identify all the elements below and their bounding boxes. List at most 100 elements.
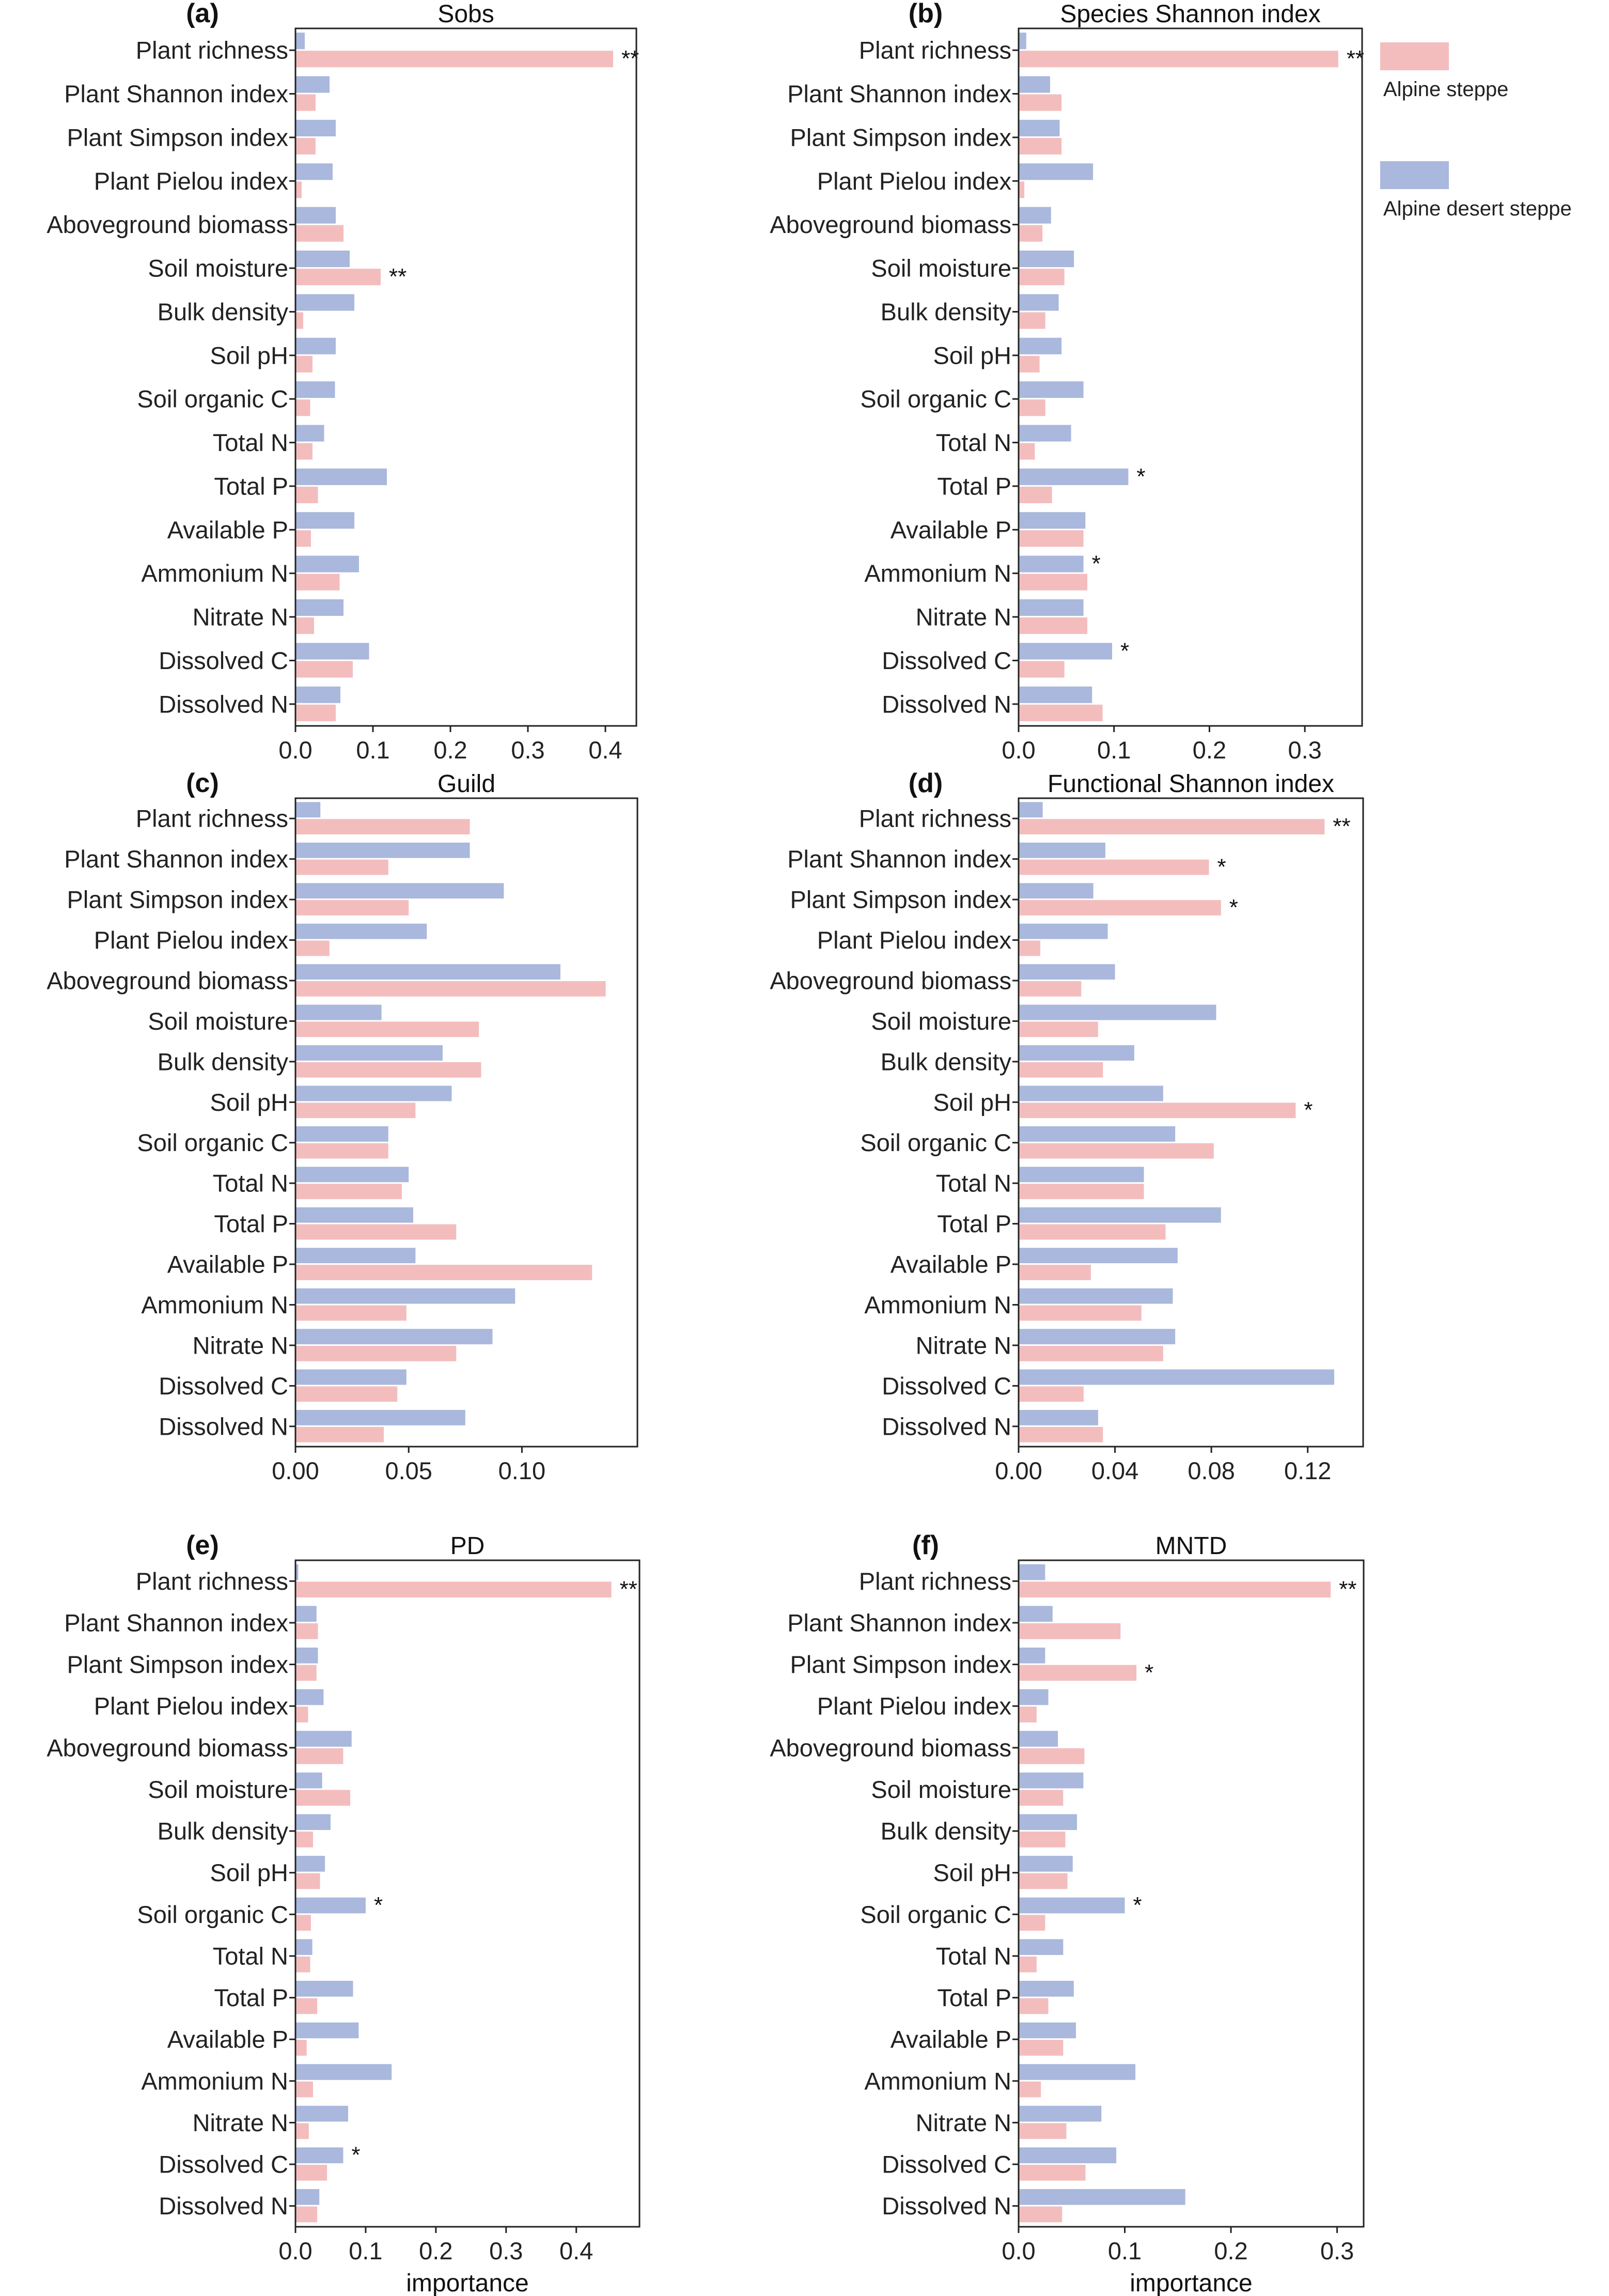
panel-c: Plant richness Plant Shannon index Plant S… [46,768,638,1484]
bar-b-desert-13 [1019,599,1084,616]
ylabel-e-6: Bulk density [158,1818,289,1845]
bar-d-steppe-1 [1019,859,1209,875]
ylabel-c-5: Soil moisture [148,1007,288,1035]
bar-e-desert-8 [295,1897,366,1914]
ylabel-f-2: Plant Simpson index [790,1651,1011,1678]
ylabel-a-10: Total P [214,472,288,500]
xlabel-e: importance [406,2270,528,2296]
xticklabel-c-0: 0.00 [272,1457,319,1484]
bar-f-steppe-11 [1019,2040,1064,2056]
xticklabel-a-4: 0.4 [588,736,622,764]
bar-c-desert-13 [295,1329,493,1344]
bar-f-desert-7 [1019,1856,1073,1872]
ylabel-a-14: Dissolved C [159,647,288,674]
bar-f-steppe-8 [1019,1915,1045,1931]
bar-e-steppe-1 [295,1623,318,1639]
bar-d-steppe-4 [1019,981,1082,997]
bar-d-desert-1 [1019,842,1105,858]
bar-f-steppe-7 [1019,1873,1068,1889]
ylabel-c-6: Bulk density [158,1048,289,1075]
bar-e-desert-0 [295,1564,299,1580]
ylabel-b-12: Ammonium N [864,560,1011,587]
ylabel-f-4: Aboveground biomass [770,1734,1011,1761]
frame-d [1018,797,1364,1448]
bar-f-desert-4 [1019,1731,1058,1747]
bar-a-steppe-1 [295,94,316,111]
sig-b-14: * [1120,638,1129,663]
xticklabel-d-0: 0.00 [995,1457,1042,1484]
ylabel-c-0: Plant richness [136,805,288,832]
bar-a-desert-4 [295,207,336,224]
bar-b-steppe-15 [1019,704,1103,721]
xticklabel-b-1: 0.1 [1097,736,1131,764]
bar-f-desert-6 [1019,1814,1077,1830]
bar-d-steppe-12 [1019,1305,1142,1321]
ylabel-f-12: Ammonium N [864,2067,1011,2095]
ylabel-a-13: Nitrate N [193,603,288,631]
bar-f-desert-14 [1019,2147,1117,2164]
ylabel-b-0: Plant richness [859,37,1011,64]
bar-c-steppe-2 [295,900,409,916]
bar-e-desert-6 [295,1814,331,1830]
xticklabel-b-2: 0.2 [1193,736,1226,764]
bar-f-steppe-0 [1019,1581,1331,1597]
bar-c-desert-15 [295,1409,465,1425]
panel-letter-c: (c) [186,768,219,798]
ylabel-c-12: Ammonium N [141,1291,288,1318]
ylabel-a-2: Plant Simpson index [67,123,288,151]
ylabel-b-15: Dissolved N [882,690,1011,718]
bar-c-steppe-14 [295,1386,398,1402]
bar-b-steppe-9 [1019,443,1035,460]
bar-c-desert-11 [295,1248,416,1264]
ylabel-b-2: Plant Simpson index [790,123,1011,151]
ylabel-e-10: Total P [214,1984,288,2011]
ylabel-a-15: Dissolved N [159,690,288,718]
bar-c-desert-3 [295,923,427,939]
ylabel-a-6: Bulk density [158,298,289,325]
bar-d-desert-12 [1019,1288,1173,1304]
bar-b-steppe-2 [1019,137,1062,154]
bar-b-desert-9 [1019,425,1071,442]
ylabel-c-14: Dissolved C [159,1372,288,1400]
ylabel-b-3: Plant Pielou index [817,167,1011,195]
xticklabel-e-3: 0.3 [489,2237,523,2264]
bar-b-steppe-12 [1019,573,1087,591]
bar-a-desert-6 [295,294,354,311]
bar-c-steppe-4 [295,981,606,997]
ylabel-a-5: Soil moisture [148,255,288,282]
ylabel-c-15: Dissolved N [159,1413,288,1440]
bar-e-desert-9 [295,1939,313,1955]
bar-a-desert-7 [295,337,336,354]
xticklabel-c-2: 0.10 [498,1457,545,1484]
bar-a-steppe-12 [295,573,340,591]
bar-c-desert-6 [295,1045,443,1061]
ylabel-d-15: Dissolved N [882,1413,1011,1440]
bar-d-desert-10 [1019,1207,1221,1223]
bar-d-desert-8 [1019,1126,1176,1142]
bar-a-steppe-13 [295,617,314,634]
bar-b-steppe-6 [1019,312,1045,329]
bar-c-desert-8 [295,1126,388,1142]
bar-a-desert-0 [295,33,305,50]
sig-f-8: * [1133,1892,1142,1918]
bar-e-desert-13 [295,2105,348,2122]
ylabel-d-8: Soil organic C [860,1129,1011,1156]
panel-title-f: MNTD [1155,1532,1227,1560]
bar-e-steppe-3 [295,1707,308,1723]
ylabel-e-13: Nitrate N [193,2109,288,2136]
panel-d: Plant richness Plant Shannon index Plant S… [770,768,1364,1484]
ylabel-b-1: Plant Shannon index [787,80,1011,107]
panel-title-a: Sobs [438,1,494,28]
frame-b [1018,27,1363,727]
bar-c-steppe-8 [295,1143,388,1159]
bar-e-desert-15 [295,2189,320,2205]
ylabel-d-9: Total N [936,1170,1011,1197]
bar-b-desert-2 [1019,119,1060,136]
ylabel-c-7: Soil pH [210,1089,288,1116]
ylabel-e-15: Dissolved N [159,2192,288,2220]
ylabel-d-6: Bulk density [881,1048,1012,1075]
bar-c-desert-1 [295,842,470,858]
ylabel-d-0: Plant richness [859,805,1011,832]
ylabel-f-6: Bulk density [881,1818,1012,1845]
